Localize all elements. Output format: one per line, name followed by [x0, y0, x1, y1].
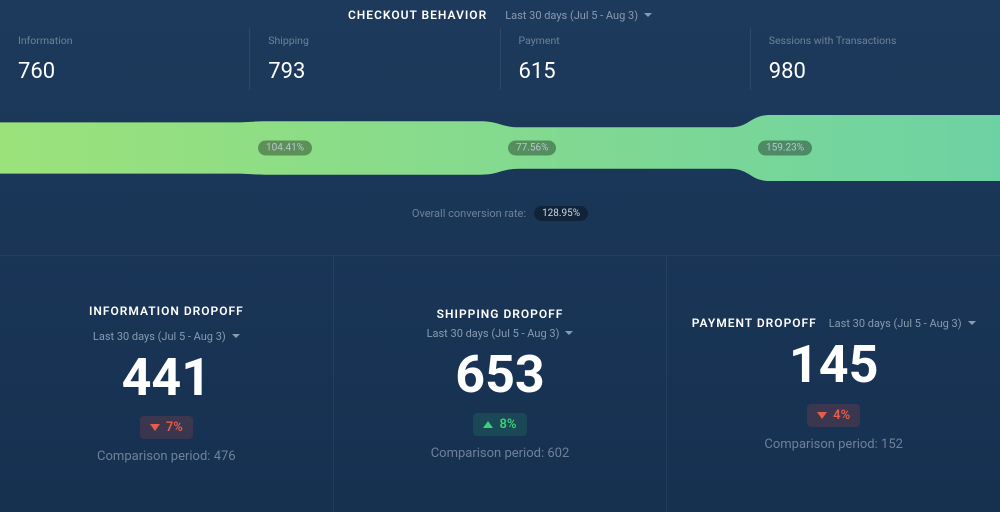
chevron-down-icon [565, 331, 573, 335]
card-header: PAYMENT DROPOFF Last 30 days (Jul 5 - Au… [692, 316, 976, 330]
card-title: INFORMATION DROPOFF [89, 304, 244, 318]
card-header: SHIPPING DROPOFF [437, 307, 564, 321]
transition-pill: 77.56% [508, 141, 556, 156]
stage-value: 793 [268, 59, 481, 84]
stage-value: 980 [769, 59, 982, 84]
date-range-label: Last 30 days (Jul 5 - Aug 3) [93, 330, 226, 343]
panel-header: CHECKOUT BEHAVIOR Last 30 days (Jul 5 - … [0, 0, 1000, 22]
card-value: 441 [122, 349, 212, 406]
comparison-text: Comparison period: 602 [431, 446, 570, 461]
stage-payment: Payment 615 [500, 28, 750, 90]
panel-title: CHECKOUT BEHAVIOR [348, 8, 487, 22]
dropoff-cards-row: INFORMATION DROPOFF Last 30 days (Jul 5 … [0, 256, 1000, 512]
transition-pill: 159.23% [758, 141, 812, 156]
delta-value: 4% [833, 408, 850, 423]
date-range-label: Last 30 days (Jul 5 - Aug 3) [505, 9, 638, 22]
transition-pill: 104.41% [258, 141, 312, 156]
chevron-down-icon [644, 13, 652, 17]
comparison-text: Comparison period: 152 [764, 437, 903, 452]
triangle-up-icon [483, 421, 493, 428]
chevron-down-icon [968, 321, 976, 325]
card-title: SHIPPING DROPOFF [437, 307, 564, 321]
date-range-selector[interactable]: Last 30 days (Jul 5 - Aug 3) [829, 317, 976, 330]
card-value: 145 [789, 336, 879, 393]
delta-badge: 8% [473, 413, 526, 436]
date-range-selector[interactable]: Last 30 days (Jul 5 - Aug 3) [505, 9, 652, 22]
stage-label: Information [18, 34, 231, 47]
funnel-chart: 104.41% 77.56% 159.23% [0, 108, 1000, 188]
card-shipping-dropoff: SHIPPING DROPOFF Last 30 days (Jul 5 - A… [334, 256, 668, 512]
overall-value-pill: 128.95% [534, 206, 588, 221]
triangle-down-icon [150, 424, 160, 431]
date-range-label: Last 30 days (Jul 5 - Aug 3) [829, 317, 962, 330]
stage-shipping: Shipping 793 [249, 28, 499, 90]
stage-information: Information 760 [0, 28, 249, 90]
stage-label: Payment [519, 34, 732, 47]
chevron-down-icon [232, 334, 240, 338]
delta-badge: 7% [140, 416, 193, 439]
delta-value: 8% [499, 417, 516, 432]
overall-conversion-row: Overall conversion rate: 128.95% [0, 206, 1000, 221]
card-information-dropoff: INFORMATION DROPOFF Last 30 days (Jul 5 … [0, 256, 334, 512]
delta-value: 7% [166, 420, 183, 435]
triangle-down-icon [817, 412, 827, 419]
comparison-text: Comparison period: 476 [97, 449, 236, 464]
card-payment-dropoff: PAYMENT DROPOFF Last 30 days (Jul 5 - Au… [667, 256, 1000, 512]
date-range-selector[interactable]: Last 30 days (Jul 5 - Aug 3) [93, 330, 240, 343]
funnel-svg [0, 108, 1000, 188]
funnel-stages-row: Information 760 Shipping 793 Payment 615… [0, 28, 1000, 90]
stage-sessions: Sessions with Transactions 980 [750, 28, 1000, 90]
card-header: INFORMATION DROPOFF Last 30 days (Jul 5 … [12, 304, 321, 343]
date-range-selector[interactable]: Last 30 days (Jul 5 - Aug 3) [427, 327, 574, 340]
checkout-behavior-panel: CHECKOUT BEHAVIOR Last 30 days (Jul 5 - … [0, 0, 1000, 256]
stage-value: 760 [18, 59, 231, 84]
card-value: 653 [455, 346, 545, 403]
stage-value: 615 [519, 59, 732, 84]
card-title: PAYMENT DROPOFF [692, 316, 817, 330]
delta-badge: 4% [807, 404, 860, 427]
stage-label: Sessions with Transactions [769, 34, 982, 47]
stage-label: Shipping [268, 34, 481, 47]
overall-label: Overall conversion rate: [412, 207, 526, 220]
date-range-label: Last 30 days (Jul 5 - Aug 3) [427, 327, 560, 340]
